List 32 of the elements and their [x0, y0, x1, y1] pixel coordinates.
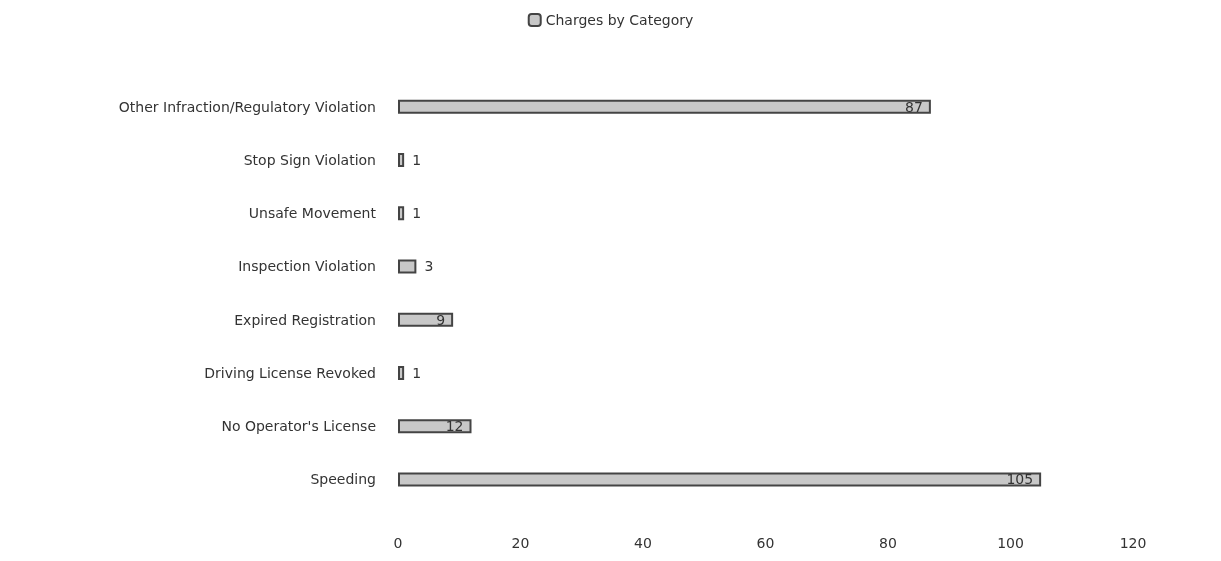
bar — [398, 206, 405, 221]
bar — [398, 99, 931, 114]
y-tick-label: Speeding — [310, 471, 376, 488]
y-tick-label: Stop Sign Violation — [243, 151, 376, 168]
x-tick-label: 80 — [879, 535, 897, 551]
x-tick-label: 0 — [393, 535, 403, 551]
data-label: 1 — [412, 205, 422, 222]
data-label: 9 — [436, 311, 446, 328]
bar — [398, 312, 454, 327]
data-label: 3 — [424, 258, 434, 275]
bar — [398, 365, 405, 380]
bar — [398, 419, 472, 434]
y-tick-label: Other Infraction/Regulatory Violation — [118, 98, 376, 115]
bar — [398, 259, 417, 274]
data-label: 1 — [412, 151, 422, 168]
data-label: 1 — [412, 364, 422, 381]
x-tick-label: 20 — [511, 535, 530, 551]
legend-label: Charges by Category — [545, 12, 694, 28]
bar — [398, 152, 405, 167]
data-label: 87 — [905, 98, 923, 115]
bar — [398, 472, 1042, 487]
x-tick-label: 60 — [756, 535, 775, 551]
data-label: 105 — [1006, 471, 1034, 488]
y-tick-label: Expired Registration — [234, 311, 376, 328]
data-label: 12 — [445, 418, 464, 435]
y-tick-label: Unsafe Movement — [248, 205, 377, 222]
y-tick-label: Inspection Violation — [238, 258, 376, 275]
x-tick-label: 40 — [634, 535, 652, 551]
y-tick-label: No Operator's License — [221, 418, 376, 435]
x-tick-label: 120 — [1119, 535, 1147, 551]
x-tick-label: 100 — [997, 535, 1024, 551]
y-tick-label: Driving License Revoked — [204, 364, 376, 381]
